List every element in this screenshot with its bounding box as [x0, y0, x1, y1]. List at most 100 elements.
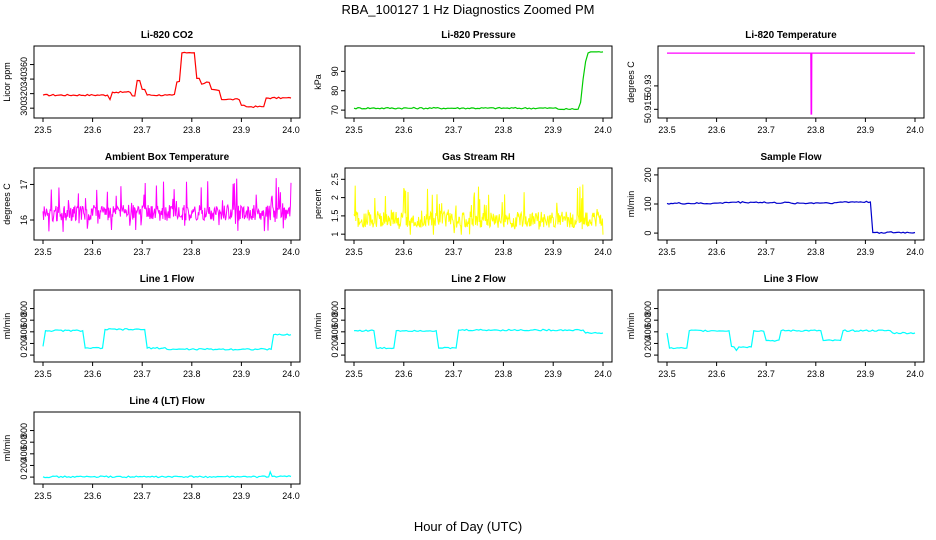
x-tick-label: 23.9 [233, 247, 251, 257]
y-tick-label: 200 [643, 336, 653, 351]
x-tick-label: 23.5 [34, 369, 52, 379]
y-tick-label: 200 [330, 336, 340, 351]
y-axis-label: ml/min [313, 313, 323, 340]
y-tick-label: 0 [19, 353, 29, 358]
series-line [42, 328, 292, 351]
y-axis-label: ml/min [2, 313, 12, 340]
plot-frame [33, 289, 301, 363]
x-tick-label: 23.7 [445, 247, 463, 257]
y-tick-label: 200 [643, 167, 653, 182]
y-tick-label: 800 [643, 301, 653, 316]
y-tick-label: 400 [19, 446, 29, 461]
x-tick-label: 23.9 [544, 247, 562, 257]
panels: Li-820 CO2 Licor ppm 23.5 23.6 23.7 23.8 23.9 2… [2, 30, 925, 501]
y-axis-label: percent [313, 188, 323, 219]
x-tick-label: 23.9 [544, 369, 562, 379]
panel-title: Sample Flow [760, 152, 821, 163]
x-tick-label: 23.7 [757, 369, 775, 379]
x-tick-label: 23.6 [84, 247, 102, 257]
x-tick-label: 23.8 [807, 247, 825, 257]
y-axis-label: ml/min [2, 435, 12, 462]
panel-title: Line 3 Flow [764, 274, 819, 285]
x-tick-label: 23.7 [757, 247, 775, 257]
x-tick-label: 23.8 [807, 125, 825, 135]
panel-7: Line 1 Flow ml/min 23.5 23.6 23.7 23.8 23.9 24.… [2, 274, 301, 379]
panel-title: Li-820 CO2 [141, 30, 194, 41]
y-axis-label: kPa [313, 74, 323, 90]
x-tick-label: 23.6 [84, 125, 102, 135]
y-tick-label: 0 [643, 231, 653, 236]
x-tick-label: 23.5 [658, 125, 676, 135]
panel-4: Ambient Box Temperature degrees C 23.5 23.6… [2, 152, 301, 257]
x-tick-label: 23.8 [495, 125, 513, 135]
plot-frame [33, 411, 301, 485]
x-tick-label: 24.0 [282, 247, 300, 257]
y-tick-label: 50.915 [643, 96, 653, 124]
x-tick-label: 23.5 [345, 369, 363, 379]
x-tick-label: 23.5 [34, 247, 52, 257]
series-line [42, 178, 292, 232]
x-tick-label: 23.9 [857, 125, 875, 135]
y-tick-label: 1.5 [330, 210, 340, 223]
series-line [667, 52, 915, 115]
x-tick-label: 23.8 [183, 491, 201, 501]
x-tick-label: 23.6 [708, 247, 726, 257]
x-tick-label: 23.9 [544, 125, 562, 135]
panel-10: Line 4 (LT) Flow ml/min 23.5 23.6 23.7 23.8 23… [2, 396, 301, 501]
x-tick-label: 23.8 [495, 369, 513, 379]
y-tick-label: 2 [330, 195, 340, 200]
panel-9: Line 3 Flow ml/min 23.5 23.6 23.7 23.8 23.9 24.… [626, 274, 925, 379]
plot-frame [33, 45, 301, 119]
y-tick-label: 50.93 [643, 75, 653, 98]
y-tick-label: 200 [19, 458, 29, 473]
series-line [353, 328, 604, 350]
x-tick-label: 23.8 [183, 125, 201, 135]
x-tick-label: 24.0 [282, 491, 300, 501]
x-tick-label: 23.6 [708, 369, 726, 379]
y-tick-label: 0 [19, 475, 29, 480]
y-tick-label: 320 [19, 86, 29, 101]
x-tick-label: 23.9 [233, 125, 251, 135]
x-tick-label: 23.5 [34, 491, 52, 501]
panel-title: Li-820 Pressure [441, 30, 516, 41]
x-tick-label: 24.0 [594, 247, 612, 257]
series-line [353, 184, 604, 235]
x-tick-label: 23.8 [495, 247, 513, 257]
x-tick-label: 24.0 [906, 125, 924, 135]
panel-title: Line 4 (LT) Flow [129, 396, 205, 407]
series-line [666, 200, 916, 234]
plot-frame [344, 289, 613, 363]
y-tick-label: 200 [19, 336, 29, 351]
y-tick-label: 340 [19, 72, 29, 87]
y-tick-label: 0 [330, 353, 340, 358]
x-axis-label: Hour of Day (UTC) [414, 519, 522, 534]
y-tick-label: 90 [330, 66, 340, 76]
y-tick-label: 0 [643, 353, 653, 358]
x-tick-label: 24.0 [594, 369, 612, 379]
y-tick-label: 2.5 [330, 173, 340, 186]
x-tick-label: 23.9 [233, 491, 251, 501]
x-tick-label: 23.8 [807, 369, 825, 379]
x-tick-label: 23.5 [658, 247, 676, 257]
y-tick-label: 300 [19, 101, 29, 116]
x-tick-label: 23.7 [133, 247, 151, 257]
y-tick-label: 800 [19, 423, 29, 438]
y-tick-label: 400 [643, 324, 653, 339]
x-tick-label: 24.0 [906, 247, 924, 257]
y-tick-label: 600 [643, 313, 653, 328]
y-axis-label: degrees C [626, 61, 636, 103]
y-tick-label: 80 [330, 86, 340, 96]
plot-frame [33, 167, 301, 241]
x-tick-label: 23.9 [857, 247, 875, 257]
plot-frame [344, 167, 613, 241]
series-line [666, 329, 916, 352]
panel-1: Li-820 CO2 Licor ppm 23.5 23.6 23.7 23.8 23.9 2… [2, 30, 301, 135]
panel-3: Li-820 Temperature degrees C 23.5 23.6 23.7 2… [626, 30, 925, 135]
x-tick-label: 23.7 [133, 369, 151, 379]
panel-6: Sample Flow ml/min 23.5 23.6 23.7 23.8 23.9 24.… [626, 152, 925, 257]
x-tick-label: 23.7 [757, 125, 775, 135]
x-tick-label: 23.6 [395, 247, 413, 257]
plot-frame [657, 289, 925, 363]
x-tick-label: 23.5 [658, 369, 676, 379]
